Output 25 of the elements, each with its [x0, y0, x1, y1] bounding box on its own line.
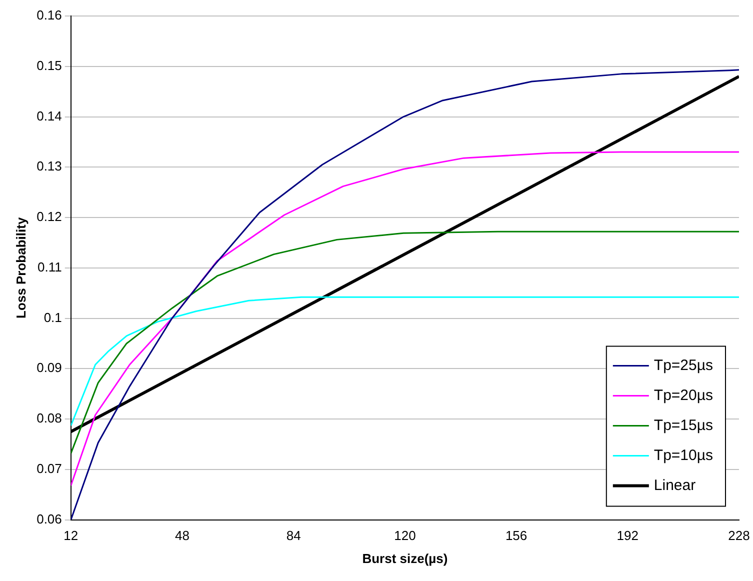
- y-tick-label: 0.1: [44, 310, 62, 325]
- x-tick-label: 228: [728, 528, 750, 544]
- y-tick-label: 0.06: [36, 511, 62, 526]
- x-axis-title: Burst size(µs): [362, 550, 448, 566]
- y-tick-label: 0.12: [36, 209, 62, 224]
- y-tick-label: 0.07: [36, 461, 62, 476]
- legend-label: Tp=20µs: [654, 386, 713, 404]
- x-tick-label: 84: [286, 528, 301, 544]
- legend-label: Tp=10µs: [654, 446, 713, 464]
- legend-label: Tp=25µs: [654, 356, 713, 374]
- y-tick-label: 0.13: [36, 158, 62, 174]
- y-tick-label: 0.09: [36, 360, 62, 376]
- x-tick-label: 156: [505, 528, 528, 544]
- x-tick-label: 12: [64, 528, 78, 544]
- legend-label: Tp=15µs: [654, 416, 713, 434]
- y-tick-label: 0.14: [36, 108, 62, 124]
- y-tick-label: 0.16: [36, 8, 62, 23]
- y-tick-label: 0.08: [36, 410, 62, 426]
- y-axis-title: Loss Probability: [13, 216, 28, 318]
- y-tick-label: 0.15: [36, 58, 62, 73]
- x-tick-label: 48: [175, 528, 190, 544]
- y-tick-label: 0.11: [38, 259, 62, 274]
- x-tick-label: 192: [616, 528, 638, 544]
- x-tick-label: 120: [394, 528, 416, 544]
- legend-label: Linear: [654, 476, 696, 494]
